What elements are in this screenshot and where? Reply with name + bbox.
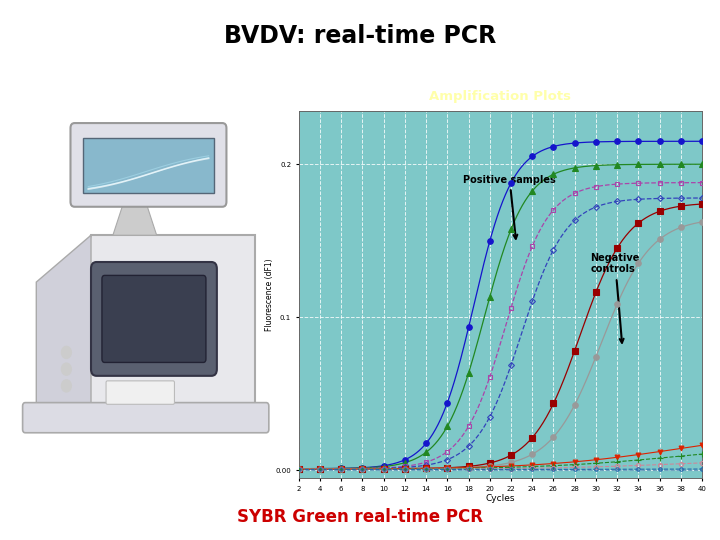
Polygon shape <box>113 202 157 235</box>
Text: BVDV: real-time PCR: BVDV: real-time PCR <box>224 24 496 48</box>
Text: Positive samples: Positive samples <box>463 174 556 239</box>
FancyBboxPatch shape <box>102 275 206 362</box>
Circle shape <box>61 346 71 359</box>
FancyBboxPatch shape <box>71 123 227 207</box>
Circle shape <box>61 363 71 375</box>
Polygon shape <box>36 235 91 416</box>
Circle shape <box>61 380 71 392</box>
Text: Amplification Plots: Amplification Plots <box>429 90 572 103</box>
Text: SYBR Green real-time PCR: SYBR Green real-time PCR <box>237 509 483 526</box>
Text: Negative
controls: Negative controls <box>590 253 640 343</box>
Y-axis label: Fluorescence (dF1): Fluorescence (dF1) <box>265 258 274 330</box>
Bar <box>83 138 214 193</box>
X-axis label: Cycles: Cycles <box>486 494 515 503</box>
FancyBboxPatch shape <box>106 381 174 404</box>
FancyBboxPatch shape <box>91 262 217 376</box>
FancyBboxPatch shape <box>22 403 269 433</box>
Polygon shape <box>36 235 255 416</box>
